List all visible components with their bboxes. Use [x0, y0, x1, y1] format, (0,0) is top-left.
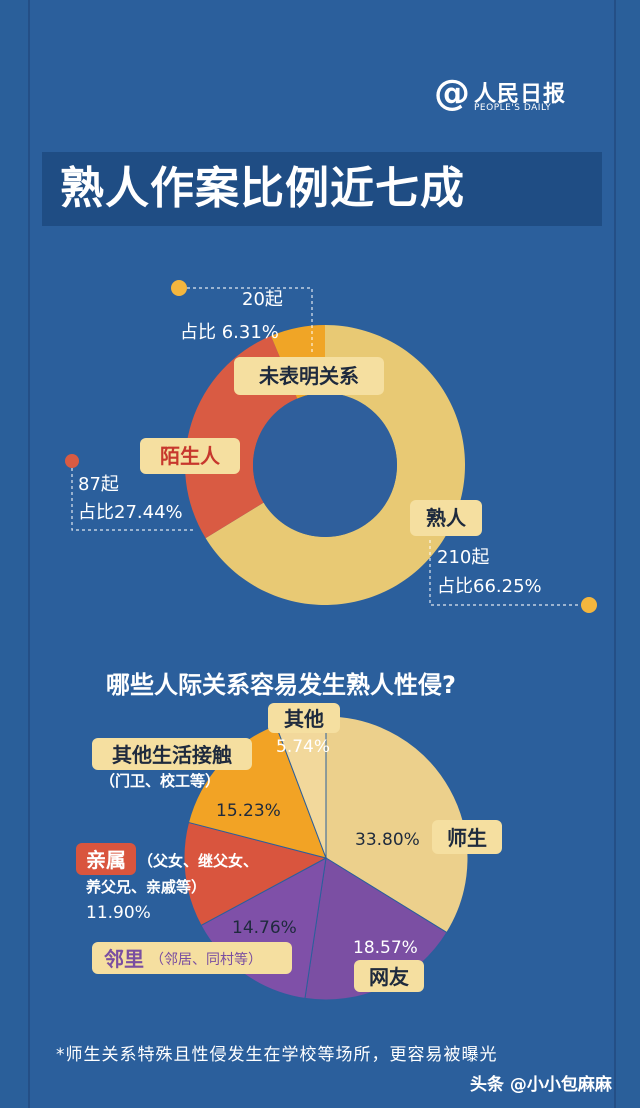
tag-otherlife-bg — [92, 738, 252, 770]
tag-netfriend-bg — [354, 960, 424, 992]
tag-otherlife: 其他生活接触 — [112, 743, 232, 767]
pct-relative: 11.90% — [86, 903, 151, 923]
dot-unspecified — [171, 280, 187, 296]
dot-acquaintance — [581, 597, 597, 613]
tag-neighbor-sub: （邻居、同村等） — [150, 951, 262, 968]
tag-otherlife-sub: （门卫、校工等） — [100, 772, 220, 790]
tag-unspecified: 未表明关系 — [259, 364, 359, 388]
pct-otherlife: 15.23% — [216, 801, 281, 821]
page-title: 熟人作案比例近七成 — [60, 163, 465, 214]
pct-netfriend: 18.57% — [353, 938, 418, 958]
leader-stranger — [71, 468, 196, 531]
count-acquaintance: 210起 — [437, 547, 489, 568]
tag-acquaintance-bg — [410, 500, 482, 536]
slice-relative — [183, 821, 328, 927]
pct-unspecified: 占比 6.31% — [180, 322, 279, 343]
tag-relative-sub: （父女、继父女、 — [138, 852, 258, 870]
tag-relative: 亲属 — [86, 848, 126, 872]
tag-neighbor: 邻里 — [104, 947, 144, 971]
slice-teacher — [325, 715, 469, 934]
logo-en-text: PEOPLE'S DAILY — [474, 103, 552, 113]
tag-teacher-bg — [432, 820, 502, 854]
tag-stranger: 陌生人 — [160, 444, 221, 468]
pie-title: 哪些人际关系容易发生熟人性侵? — [106, 671, 456, 699]
tag-netfriend: 网友 — [369, 965, 409, 989]
pct-other: 5.74% — [276, 737, 330, 757]
people-daily-logo: @ 人民日报 PEOPLE'S DAILY — [434, 72, 584, 120]
tag-relative-bg — [76, 843, 136, 875]
tag-teacher: 师生 — [447, 826, 487, 850]
tag-other: 其他 — [284, 707, 324, 731]
tag-acquaintance: 熟人 — [426, 506, 467, 530]
pct-stranger: 占比27.44% — [78, 502, 183, 523]
dot-stranger — [65, 454, 79, 468]
logo-cn-text: 人民日报 — [474, 82, 567, 107]
at-icon: @ — [434, 73, 470, 114]
watermark: 头条 @小小包麻麻 — [470, 1075, 612, 1095]
pct-teacher: 33.80% — [355, 830, 420, 850]
tag-unspecified-bg — [234, 357, 384, 395]
footnote: *师生关系特殊且性侵发生在学校等场所，更容易被曝光 — [56, 1045, 498, 1065]
pct-neighbor: 14.76% — [232, 918, 297, 938]
tag-other-bg — [268, 703, 340, 733]
count-stranger: 87起 — [78, 474, 119, 495]
tag-neighbor-bg — [92, 942, 292, 974]
slice-acquaintance — [205, 325, 465, 605]
tag-relative-sub2: 养父兄、亲戚等） — [85, 878, 206, 896]
donut-hole — [253, 393, 397, 537]
title-bar: 熟人作案比例近七成 — [42, 152, 602, 226]
count-unspecified: 20起 — [242, 289, 283, 310]
tag-stranger-bg — [140, 438, 240, 474]
pct-acquaintance: 占比66.25% — [437, 576, 542, 597]
